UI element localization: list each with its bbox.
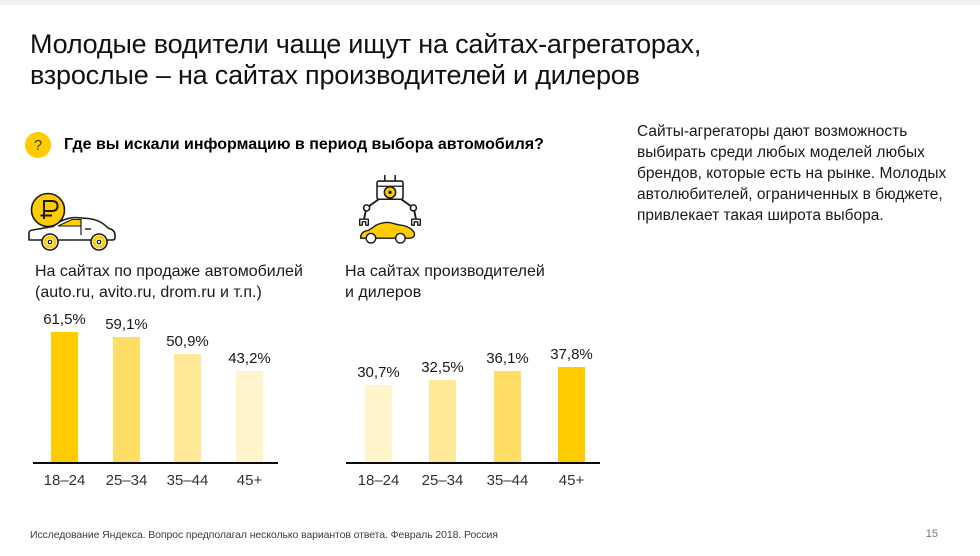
bar-45+ [558, 367, 585, 462]
bar-value-label: 43,2% [228, 350, 271, 367]
slide-title-line-2: взрослые – на сайтах производителей и ди… [30, 60, 640, 90]
bar-value-label: 30,7% [357, 364, 400, 381]
survey-question: ? Где вы искали информацию в период выбо… [25, 132, 544, 158]
chart-2-title-line-2: и дилеров [345, 284, 422, 301]
slide-title: Молодые водители чаще ищут на сайтах-агр… [30, 29, 950, 91]
bar-35–44 [494, 371, 521, 462]
bar-value-label: 36,1% [486, 350, 529, 367]
bar-value-label: 50,9% [166, 333, 209, 350]
bar-18–24 [365, 385, 392, 462]
x-axis-tick-label: 35–44 [166, 472, 209, 489]
chart-1-title-line-2: (auto.ru, avito.ru, drom.ru и т.п.) [35, 284, 262, 301]
x-axis-tick-label: 18–24 [357, 472, 400, 489]
slide-title-line-1: Молодые водители чаще ищут на сайтах-агр… [30, 29, 702, 59]
bar-value-label: 37,8% [550, 346, 593, 363]
page-number: 15 [925, 528, 938, 540]
bar-45+ [236, 371, 263, 462]
bar-value-label: 32,5% [421, 359, 464, 376]
footer-source-note: Исследование Яндекса. Вопрос предполагал… [30, 529, 498, 541]
bar-value-label: 61,5% [43, 311, 86, 328]
survey-question-label: Где вы искали информацию в период выбора… [64, 136, 544, 153]
bar-value-label: 59,1% [105, 316, 148, 333]
bar-35–44 [174, 354, 201, 462]
chart-1-title-line-1: На сайтах по продаже автомобилей [35, 263, 303, 280]
chart-2-title-line-1: На сайтах производителей [345, 263, 545, 280]
bar-18–24 [51, 332, 78, 462]
question-mark-icon: ? [25, 132, 51, 158]
bar-25–34 [429, 380, 456, 462]
ruble-coin-car-graphic [28, 192, 116, 251]
ruble-coin-car-icon [24, 190, 120, 257]
x-axis-tick-label: 25–34 [421, 472, 464, 489]
top-strip [0, 0, 980, 5]
chart-1-title: На сайтах по продаже автомобилей (auto.r… [35, 261, 340, 303]
bar-25–34 [113, 337, 140, 462]
claw-machine-car-icon [350, 175, 430, 251]
x-axis-tick-label: 35–44 [486, 472, 529, 489]
x-axis-tick-label: 18–24 [43, 472, 86, 489]
x-axis-tick-label: 25–34 [105, 472, 148, 489]
bar-chart-manufacturers: 30,7% 18–24 32,5% 25–34 36,1% 35–44 37,8% 45+ [346, 310, 600, 489]
chart-2-title: На сайтах производителей и дилеров [345, 261, 610, 303]
claw-machine-car-graphic [359, 175, 421, 244]
x-axis-tick-label: 45+ [236, 472, 263, 489]
insight-paragraph: Сайты-агрегаторы дают возможность выбира… [637, 123, 947, 224]
bar-chart-aggregators: 61,5% 18–24 59,1% 25–34 50,9% 35–44 43,2% 45+ [33, 310, 278, 489]
x-axis-tick-label: 45+ [558, 472, 585, 489]
